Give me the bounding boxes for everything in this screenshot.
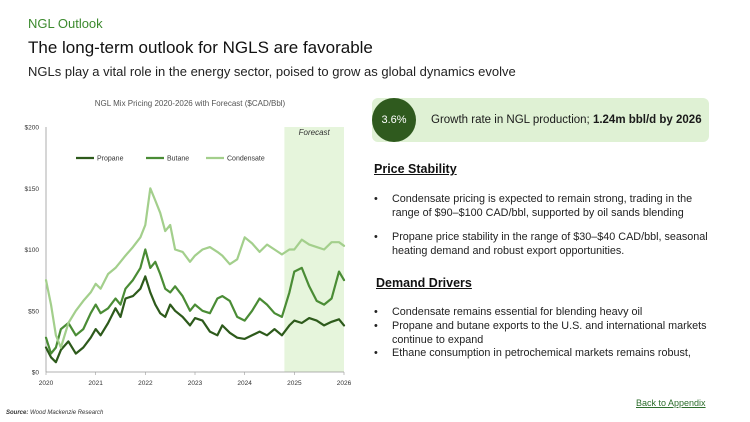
page-subtitle: NGLs play a vital role in the energy sec… [28,64,516,79]
x-tick-label: 2020 [39,380,54,387]
x-tick-label: 2023 [188,380,203,387]
y-tick-label: $0 [32,370,40,377]
price-stability-heading: Price Stability [374,162,457,176]
demand-bullet-text: Condensate remains essential for blendin… [392,306,643,318]
bullet-dot: • [374,231,378,243]
price-bullet-text: Condensate pricing is expected to remain… [392,193,693,219]
price-bullet-text: Propane price stability in the range of … [392,231,708,257]
chart-title: NGL Mix Pricing 2020-2026 with Forecast … [94,99,286,108]
back-to-appendix-link[interactable]: Back to Appendix [636,398,706,408]
bullet-dot: • [374,193,378,205]
demand-bullet: • Condensate remains essential for blend… [374,305,714,319]
legend-label-propane: Propane [97,156,124,163]
growth-callout-value: 1.24m bbl/d by 2026 [592,114,702,126]
growth-callout-label: Growth rate in NGL production; [431,114,593,126]
bullet-dot: • [374,306,378,318]
y-tick-label: $100 [25,247,40,254]
page-title: The long-term outlook for NGLS are favor… [28,38,373,57]
series-line-condensate [44,187,346,349]
ngl-price-chart: Forecast $0 $50 $100 $150 $200 2020 2021 2022 202… [25,125,352,388]
growth-badge: 3.6% [372,98,416,142]
bullet-dot: • [374,320,378,332]
y-tick-label: $150 [25,186,40,193]
demand-bullet-text: Propane and butane exports to the U.S. a… [392,320,707,346]
x-tick-label: 2021 [88,380,103,387]
demand-bullet: • Ethane consumption in petrochemical ma… [374,346,714,360]
x-tick-label: 2025 [287,380,302,387]
series-line-butane [44,248,346,355]
legend-label-condensate: Condensate [227,156,265,163]
y-tick-label: $200 [25,125,40,132]
series-line-propane [44,275,346,364]
demand-bullet: • Propane and butane exports to the U.S.… [374,319,714,347]
kicker: NGL Outlook [28,16,103,31]
bullet-dot: • [374,347,378,359]
price-bullet: • Propane price stability in the range o… [374,230,714,258]
demand-drivers-heading: Demand Drivers [376,276,472,290]
growth-callout [372,98,709,142]
x-tick-label: 2024 [237,380,252,387]
growth-callout-text: Growth rate in NGL production; 1.24m bbl… [431,114,702,126]
y-tick-label: $50 [28,308,39,315]
source-label: Source: [6,410,29,416]
demand-bullet-text: Ethane consumption in petrochemical mark… [392,347,691,359]
price-bullet: • Condensate pricing is expected to rema… [374,192,714,220]
source-note: Source: Wood Mackenzie Research [6,410,103,416]
forecast-label: Forecast [299,128,331,137]
x-tick-label: 2026 [337,380,352,387]
source-text: Wood Mackenzie Research [28,410,104,416]
x-tick-label: 2022 [138,380,153,387]
legend-label-butane: Butane [167,156,189,163]
